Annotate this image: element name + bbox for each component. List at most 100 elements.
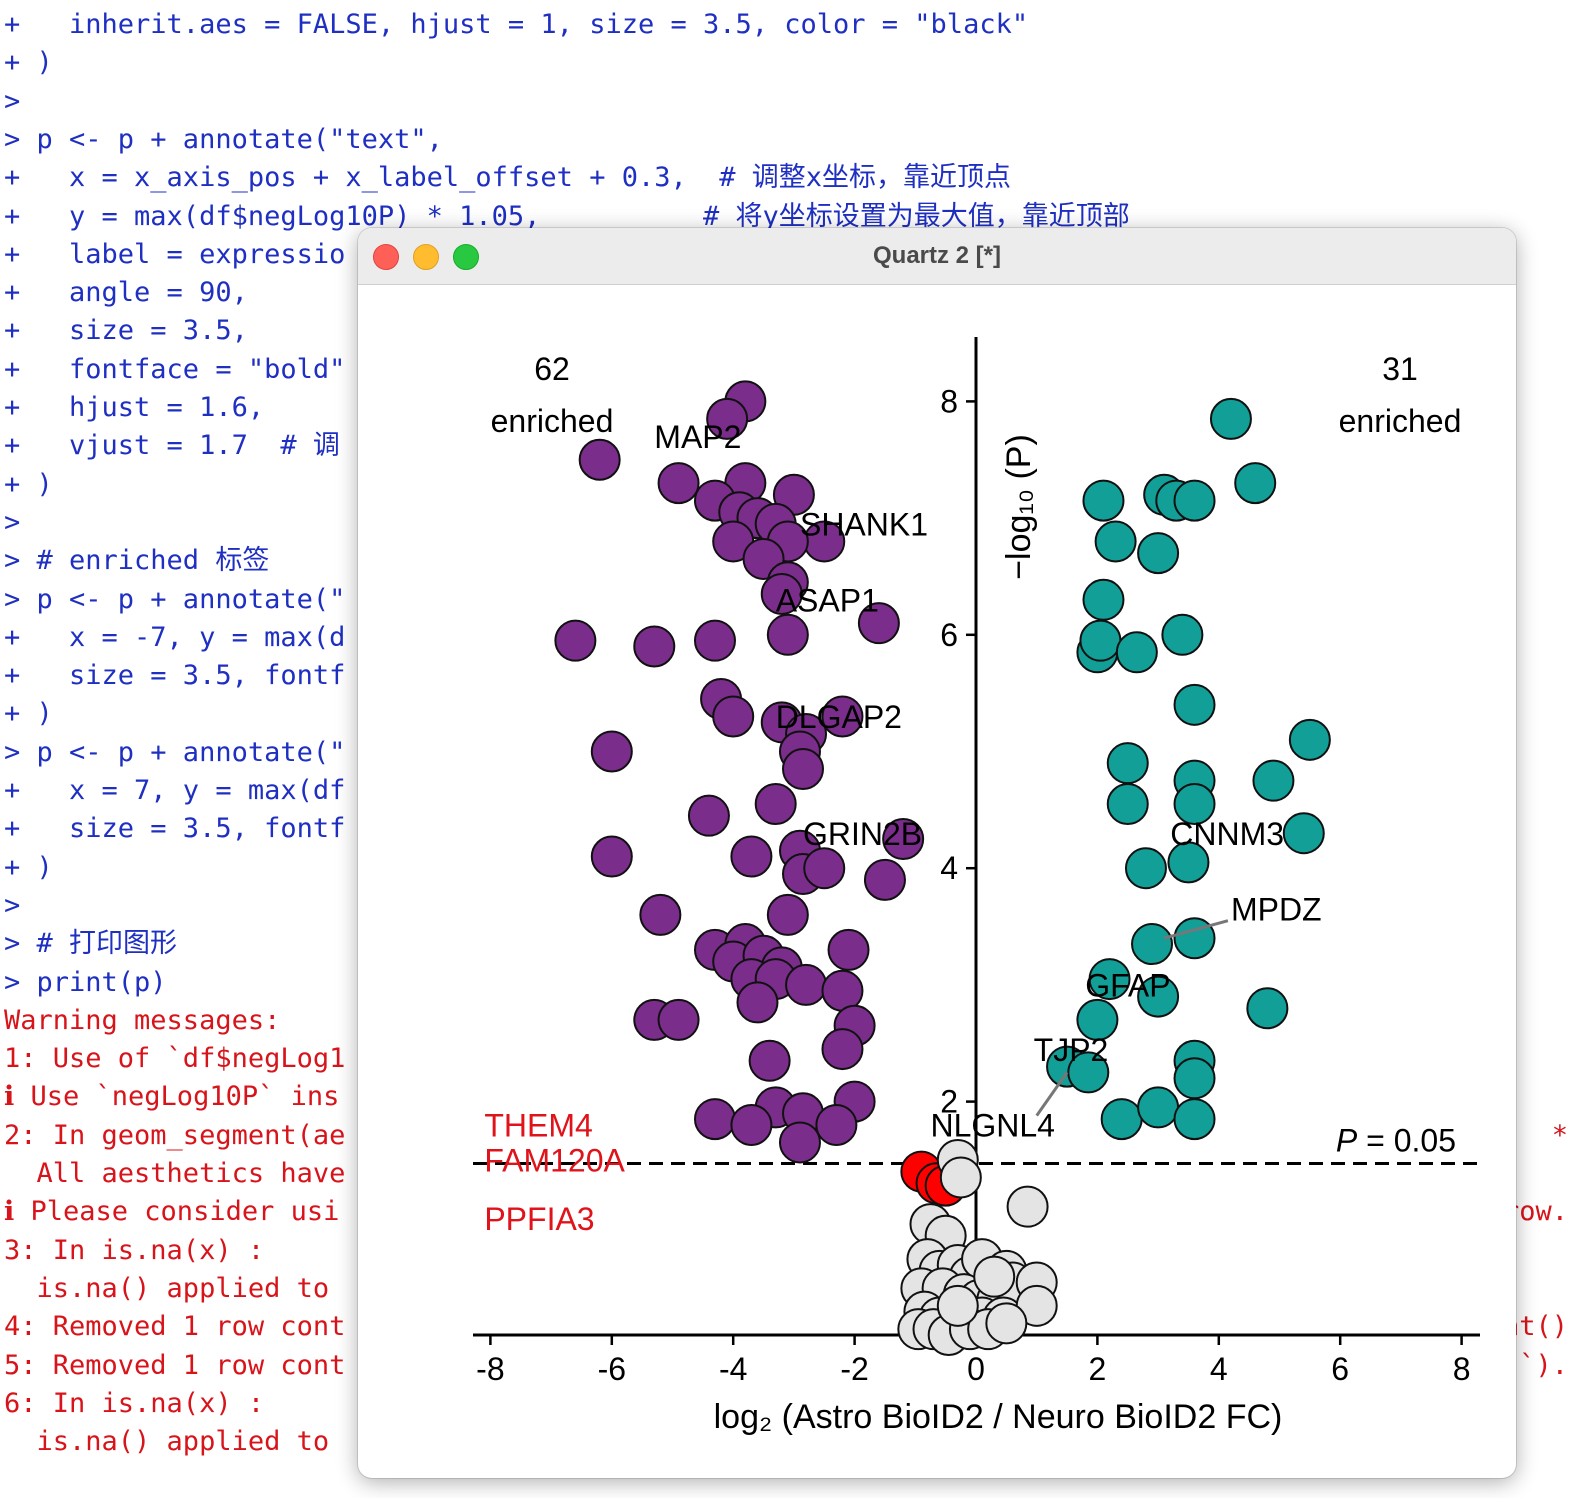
data-point <box>785 963 828 1006</box>
data-point <box>985 1302 1028 1345</box>
data-point <box>590 730 633 773</box>
data-point <box>590 835 633 878</box>
console-line: 1: Use of `df$negLog1 <box>4 1043 346 1075</box>
data-point <box>1173 683 1216 726</box>
data-point <box>1288 718 1331 761</box>
console-line: + ) <box>4 47 53 79</box>
right-enriched-count: 31 <box>1382 351 1418 387</box>
gene-label: PPFIA3 <box>484 1201 594 1237</box>
data-point <box>827 928 870 971</box>
data-point <box>693 1098 736 1141</box>
data-point <box>693 619 736 662</box>
data-point <box>1173 479 1216 522</box>
x-tick-label: 8 <box>1453 1351 1471 1387</box>
console-line: All aesthetics have <box>4 1158 346 1189</box>
quartz-window: Quartz 2 [*] -8-6-4-20246802468P = 0.05M… <box>358 228 1516 1478</box>
data-point <box>1161 613 1204 656</box>
console-line: > # enriched 标签 <box>4 545 270 577</box>
data-point <box>1076 998 1119 1041</box>
gene-label: FAM120A <box>484 1143 625 1179</box>
console-line: 3: In is.na(x) : <box>4 1234 265 1266</box>
console-line-fragment: `). <box>1519 1349 1568 1381</box>
close-window-button[interactable] <box>373 244 399 270</box>
data-point <box>863 858 906 901</box>
y-tick-label: 8 <box>940 383 958 419</box>
data-point <box>1167 841 1210 884</box>
window-titlebar[interactable]: Quartz 2 [*] <box>358 228 1516 285</box>
data-point <box>766 613 809 656</box>
x-tick-label: -4 <box>719 1351 747 1387</box>
console-line-fragment: * <box>1551 1119 1568 1151</box>
minimize-window-button[interactable] <box>413 244 439 270</box>
console-line: + angle = 90, <box>4 277 248 309</box>
data-point <box>821 969 864 1012</box>
console-line: is.na() applied to <box>4 1426 330 1458</box>
console-line: + x = -7, y = max(d <box>4 621 346 653</box>
data-point <box>815 1103 858 1146</box>
console-line: + vjust = 1.7 # 调 <box>4 430 340 462</box>
data-point <box>857 602 900 645</box>
console-line: ℹ Please consider usi <box>4 1196 340 1228</box>
data-point <box>1067 1051 1110 1094</box>
data-point <box>1137 532 1180 575</box>
data-point <box>803 847 846 890</box>
data-point <box>1131 923 1174 966</box>
data-point <box>1234 462 1277 505</box>
console-line: ℹ Use `negLog10P` ins <box>4 1081 340 1113</box>
console-line: 2: In geom_segment(ae <box>4 1119 346 1151</box>
console-line: + size = 3.5, <box>4 315 248 347</box>
gene-label: TJP2 <box>1034 1032 1109 1068</box>
console-line: > <box>4 889 21 921</box>
data-point <box>821 695 864 738</box>
data-point <box>1173 1057 1216 1100</box>
data-point <box>706 397 749 440</box>
data-point <box>778 1121 821 1164</box>
data-point <box>1106 742 1149 785</box>
left-enriched-label: enriched <box>491 403 614 439</box>
data-point <box>1082 479 1125 522</box>
gene-label: MAP2 <box>654 419 741 455</box>
data-point <box>1282 812 1325 855</box>
gene-label: GRIN2B <box>803 816 922 852</box>
data-point <box>1079 619 1122 662</box>
window-title: Quartz 2 [*] <box>872 242 1001 269</box>
data-point <box>1137 975 1180 1018</box>
data-point <box>766 893 809 936</box>
data-point <box>1115 631 1158 674</box>
console-line: 6: In is.na(x) : <box>4 1387 265 1419</box>
x-tick-label: 0 <box>967 1351 985 1387</box>
data-point <box>973 1255 1016 1298</box>
data-point <box>1094 520 1137 563</box>
zoom-window-button[interactable] <box>453 244 479 270</box>
data-point <box>760 572 803 615</box>
data-point <box>936 1284 979 1327</box>
data-point <box>730 835 773 878</box>
y-tick-label: 4 <box>940 850 958 886</box>
console-line: + fontface = "bold" <box>4 353 346 385</box>
x-tick-label: 2 <box>1089 1351 1107 1387</box>
console-line: 4: Removed 1 row cont <box>4 1311 346 1343</box>
data-point <box>1006 1185 1049 1228</box>
console-line: is.na() applied to <box>4 1272 330 1304</box>
data-point <box>730 1103 773 1146</box>
console-line: + x = x_axis_pos + x_label_offset + 0.3,… <box>4 162 1012 194</box>
x-tick-label: -2 <box>840 1351 868 1387</box>
label-leader-line <box>1163 919 1229 940</box>
data-point <box>578 438 621 481</box>
gene-label: ASAP1 <box>776 582 879 618</box>
x-tick-label: 4 <box>1210 1351 1228 1387</box>
data-point <box>1106 783 1149 826</box>
y-tick-label: 6 <box>940 617 958 653</box>
data-point <box>882 818 925 861</box>
console-line: + y = max(df$negLog10P) * 1.05, # 将y坐标设置… <box>4 200 1130 232</box>
data-point <box>1173 1098 1216 1141</box>
threshold-label: P = 0.05 <box>1336 1122 1456 1158</box>
data-point <box>821 1028 864 1071</box>
gene-label: DLGAP2 <box>776 699 902 735</box>
data-point <box>1124 847 1167 890</box>
console-line: + label = expressio <box>4 238 346 270</box>
label-leader-line <box>1035 1071 1069 1117</box>
data-point <box>1246 987 1289 1030</box>
x-tick-label: 6 <box>1331 1351 1349 1387</box>
gene-label: THEM4 <box>484 1108 592 1144</box>
